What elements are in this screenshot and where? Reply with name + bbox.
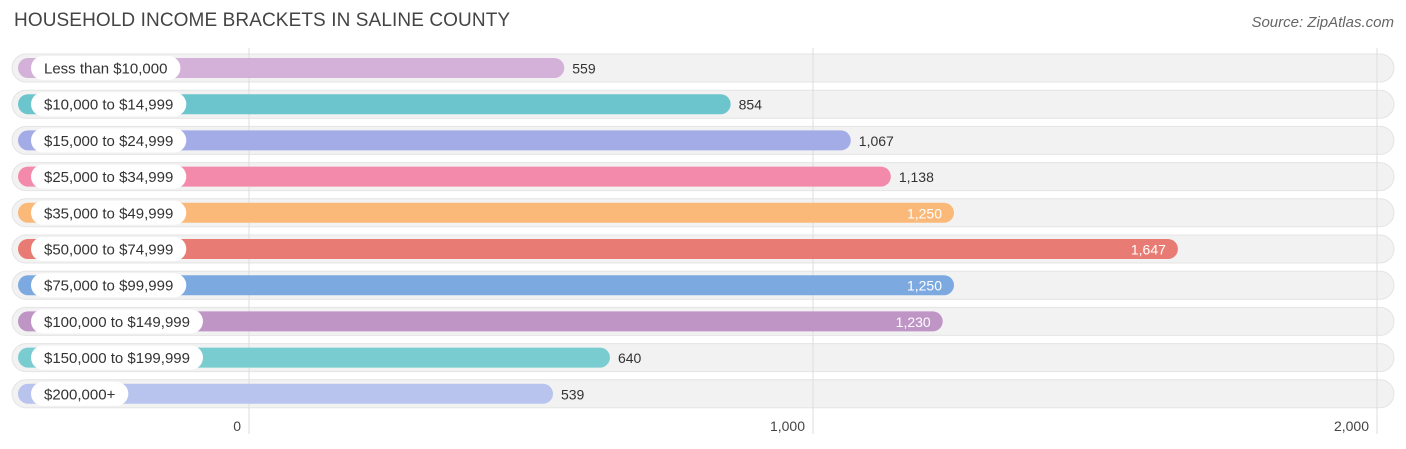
category-label-pill — [31, 128, 187, 153]
bar — [18, 130, 851, 151]
category-label: $75,000 to $99,999 — [44, 278, 173, 295]
value-label: 640 — [618, 350, 642, 366]
value-label: 1,067 — [859, 133, 894, 149]
category-label-pill — [31, 345, 203, 370]
tick-label: 2,000 — [1334, 418, 1369, 434]
bar — [18, 275, 954, 296]
bar — [18, 94, 731, 115]
value-label: 1,138 — [899, 169, 934, 185]
value-label: 1,230 — [896, 314, 931, 330]
bar — [18, 166, 891, 187]
category-label: $15,000 to $24,999 — [44, 133, 173, 150]
category-label: $50,000 to $74,999 — [44, 242, 173, 259]
category-label-pill — [31, 164, 187, 189]
tick-label: 0 — [233, 418, 241, 434]
category-label-pill — [31, 309, 203, 334]
value-label: 559 — [572, 61, 596, 77]
source-note: Source: ZipAtlas.com — [1251, 14, 1394, 31]
category-label: $150,000 to $199,999 — [44, 350, 190, 367]
chart-title: HOUSEHOLD INCOME BRACKETS IN SALINE COUN… — [14, 10, 511, 31]
bar — [18, 239, 1178, 259]
category-label: $100,000 to $149,999 — [44, 314, 190, 331]
bar — [18, 202, 954, 223]
value-label: 854 — [739, 97, 763, 113]
category-label-pill — [31, 92, 187, 117]
value-label: 1,647 — [1131, 242, 1166, 258]
category-label: Less than $10,000 — [44, 61, 167, 78]
tick-label: 1,000 — [770, 418, 805, 434]
value-label: 1,250 — [907, 278, 942, 294]
category-label-pill — [31, 237, 187, 261]
category-label-pill — [31, 273, 187, 298]
category-label-pill — [31, 381, 129, 406]
category-label-pill — [31, 56, 181, 80]
category-label: $35,000 to $49,999 — [44, 205, 173, 222]
category-label: $10,000 to $14,999 — [44, 97, 173, 114]
bar — [18, 311, 943, 332]
category-label: $25,000 to $34,999 — [44, 169, 173, 186]
value-label: 1,250 — [907, 205, 942, 221]
category-label-pill — [31, 200, 187, 225]
bar — [18, 383, 553, 404]
category-label: $200,000+ — [44, 386, 116, 403]
value-label: 539 — [561, 386, 585, 402]
